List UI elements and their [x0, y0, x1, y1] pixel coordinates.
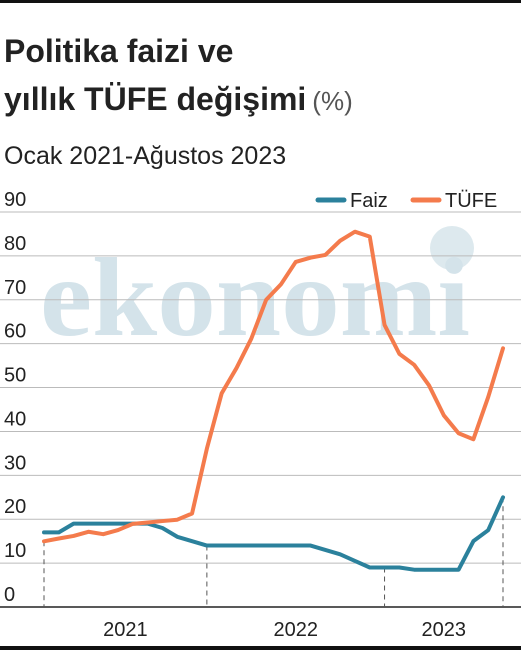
watermark: ekonomi — [40, 236, 470, 360]
chart-title-line: yıllık TÜFE değişimi — [4, 81, 306, 117]
x-tick-label: 2021 — [103, 619, 148, 641]
top-rule — [0, 0, 521, 3]
line-series — [42, 495, 505, 572]
y-tick-label: 90 — [4, 189, 26, 211]
legend-label: TÜFE — [445, 190, 497, 212]
y-tick-label: 10 — [4, 540, 26, 562]
chart-title: Politika faizi ve — [4, 33, 233, 69]
chart-subtitle: Ocak 2021-Ağustos 2023 — [4, 142, 286, 170]
legend-label: Faiz — [350, 190, 388, 212]
x-tick-label: 2023 — [422, 619, 467, 641]
x-tick-label: 2022 — [273, 619, 318, 641]
y-tick-label: 60 — [4, 321, 26, 343]
y-tick-label: 70 — [4, 277, 26, 299]
y-tick-label: 20 — [4, 496, 26, 518]
chart-title-unit: (%) — [312, 86, 352, 116]
line-series — [42, 229, 505, 544]
y-tick-label: 30 — [4, 452, 26, 474]
y-tick-label: 40 — [4, 408, 26, 430]
y-tick-label: 80 — [4, 233, 26, 255]
y-tick-label: 50 — [4, 365, 26, 387]
chart-title: yıllık TÜFE değişimi (%) — [4, 81, 353, 117]
y-tick-label: 0 — [4, 584, 15, 606]
bottom-rule — [0, 646, 521, 650]
watermark-icon — [430, 226, 474, 270]
